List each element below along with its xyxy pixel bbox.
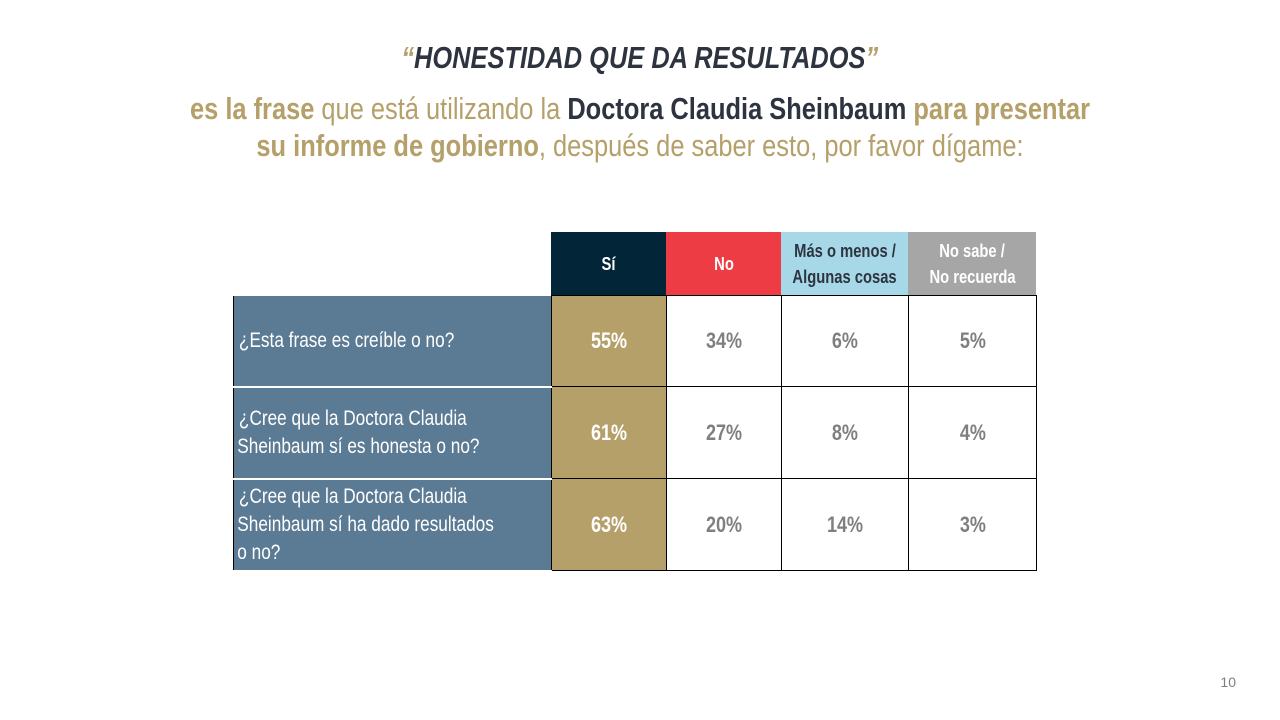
- question-cell: ¿Cree que la Doctora Claudia Sheinbaum sí…: [233, 386, 552, 480]
- header-no: No: [666, 232, 782, 296]
- value: 61%: [590, 419, 627, 445]
- si-value: 55%: [550, 295, 667, 387]
- question-cell: ¿Esta frase es creíble o no?: [233, 295, 552, 388]
- header-label: Sí: [601, 253, 616, 274]
- subtitle-name: Doctora Claudia Sheinbaum: [567, 91, 907, 126]
- value: 55%: [590, 328, 627, 353]
- close-quote: ”: [865, 40, 879, 75]
- question-text: ¿Esta frase es creíble o no?: [238, 328, 455, 352]
- value: 8%: [831, 419, 858, 445]
- header-label: Más o menos /: [794, 240, 896, 261]
- value: 5%: [959, 328, 986, 353]
- ns-value: 4%: [907, 386, 1037, 479]
- si-value: 63%: [550, 478, 667, 571]
- question-cell: ¿Cree que la Doctora Claudia Sheinbaum sí…: [233, 478, 552, 572]
- mas-value: 8%: [780, 386, 909, 479]
- value: 4%: [959, 419, 986, 445]
- question-text: o no?: [237, 540, 281, 564]
- subtitle-part: su informe de gobierno: [256, 128, 539, 163]
- ns-value: 3%: [907, 478, 1037, 571]
- value: 27%: [705, 419, 742, 445]
- ns-value: 5%: [907, 295, 1037, 387]
- page-number: 10: [1220, 674, 1236, 690]
- mas-value: 6%: [780, 295, 909, 387]
- slide-subtitle: es la frase que está utilizando la Docto…: [0, 90, 1280, 164]
- value: 3%: [959, 511, 986, 537]
- value: 63%: [590, 511, 627, 537]
- empty-header: [233, 232, 552, 296]
- subtitle-part: , después de saber esto, por favor dígam…: [538, 128, 1024, 163]
- subtitle-part: para presentar: [906, 91, 1091, 126]
- header-label: No sabe /: [939, 240, 1006, 261]
- value: 6%: [831, 328, 858, 353]
- table-row: ¿Cree que la Doctora Claudia Sheinbaum sí…: [233, 478, 1037, 572]
- header-label: Algunas cosas: [792, 266, 898, 287]
- subtitle-part: que está utilizando la: [314, 91, 568, 126]
- question-text: Sheinbaum sí es honesta o no?: [237, 434, 480, 458]
- subtitle-part: es la frase: [189, 91, 315, 126]
- header-si: Sí: [551, 232, 667, 296]
- table-row: ¿Cree que la Doctora Claudia Sheinbaum sí…: [233, 386, 1037, 480]
- no-value: 34%: [665, 295, 782, 387]
- si-value: 61%: [550, 386, 667, 479]
- no-value: 27%: [665, 386, 782, 479]
- value: 14%: [826, 511, 863, 537]
- table-row: ¿Esta frase es creíble o no? 55% 34% 6% …: [233, 295, 1037, 388]
- header-row: Sí No Más o menos / Algunas cosas No sabe…: [233, 232, 1037, 296]
- header-label: No recuerda: [929, 266, 1016, 287]
- question-text: ¿Cree que la Doctora Claudia: [238, 484, 467, 508]
- mas-value: 14%: [780, 478, 909, 571]
- question-text: Sheinbaum sí ha dado resultados: [237, 512, 494, 536]
- title-text: HONESTIDAD QUE DA RESULTADOS: [414, 40, 866, 75]
- value: 34%: [705, 328, 742, 353]
- header-label: No: [714, 253, 734, 274]
- header-mas-o-menos: Más o menos / Algunas cosas: [781, 232, 909, 296]
- value: 20%: [705, 511, 742, 537]
- open-quote: “: [401, 40, 415, 75]
- slide-title: “HONESTIDAD QUE DA RESULTADOS”: [0, 40, 1280, 76]
- no-value: 20%: [665, 478, 782, 571]
- results-table: Sí No Más o menos / Algunas cosas No sabe…: [233, 232, 1037, 572]
- question-text: ¿Cree que la Doctora Claudia: [238, 406, 467, 430]
- header-no-sabe: No sabe / No recuerda: [908, 232, 1037, 296]
